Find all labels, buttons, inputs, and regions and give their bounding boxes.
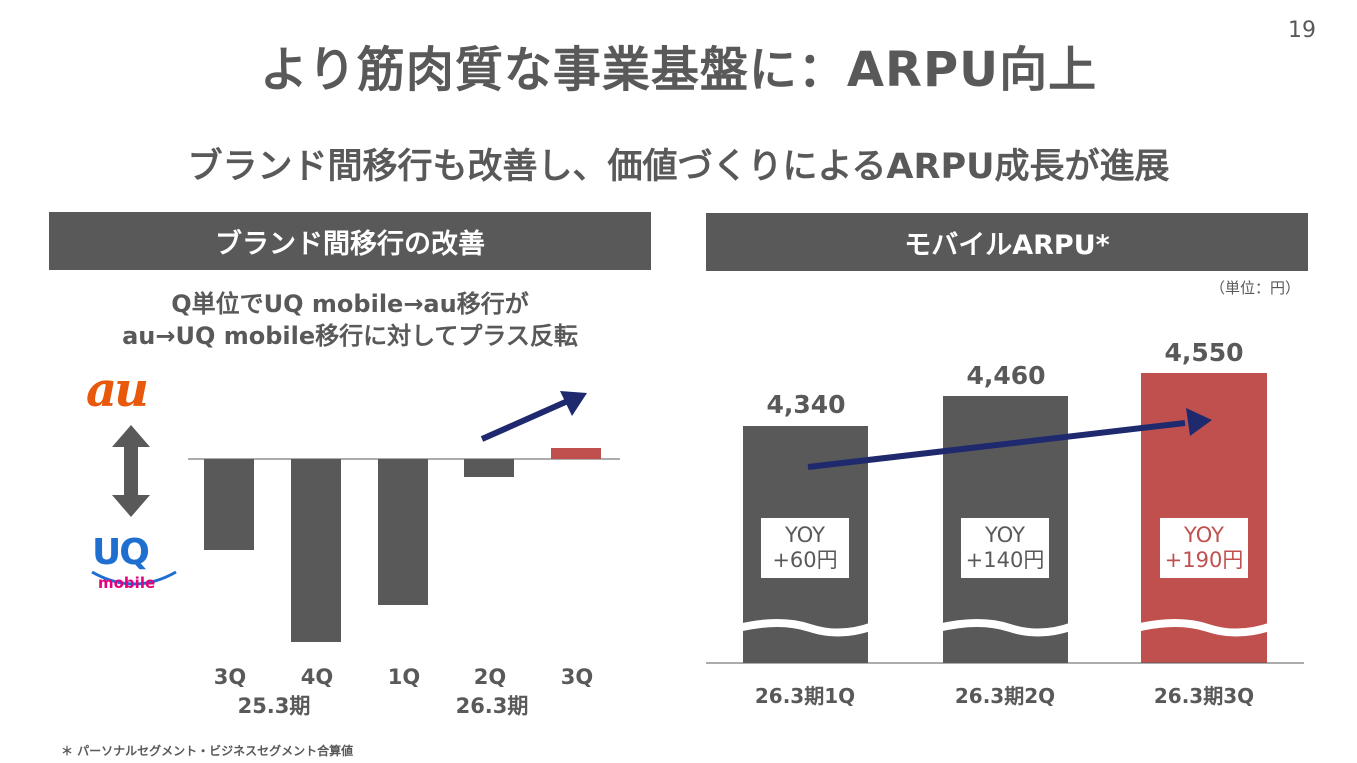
yoy-value-2q: +140円 [965,548,1045,572]
yoy-box-3q: YOY +190円 [1160,518,1248,578]
arpu-value-1q: 4,340 [766,390,846,419]
double-arrow-icon [112,425,150,517]
yoy-box-1q: YOY +60円 [761,518,849,578]
slide-title: より筋肉質な事業基盤に：ARPU向上 [259,42,1098,98]
x-label-4q-25: 4Q [300,665,334,689]
left-panel-header: ブランド間移行の改善 [49,212,651,270]
yoy-box-2q: YOY +140円 [961,518,1049,578]
x-label-3q-25: 3Q [213,665,247,689]
x-label-1q-26: 1Q [387,665,421,689]
bar-1q-26 [378,459,428,605]
axis-break-3 [1135,619,1274,637]
bar-3q-25 [204,459,254,550]
arpu-trend-arrow-head [1186,408,1212,436]
period-label-25: 25.3期 [237,694,311,718]
arpu-trend-line [807,420,1186,470]
yoy-value-3q: +190円 [1164,548,1244,572]
bar-4q-25 [291,459,341,642]
brand-migration-chart [188,391,620,642]
footnote: ＊ パーソナルセグメント・ビジネスセグメント合算値 [61,744,354,758]
yoy-label-1q: YOY [785,523,825,547]
yoy-label-3q: YOY [1184,523,1224,547]
arpu-x-label-2q: 26.3期2Q [954,684,1056,708]
uq-mobile-logo-text: mobile [98,574,156,592]
left-desc-line2: au→UQ mobile移行に対してプラス反転 [122,322,578,350]
arpu-value-2q: 4,460 [966,361,1046,390]
bar-2q-26 [464,459,514,477]
arpu-value-3q: 4,550 [1164,338,1244,367]
left-panel-header-text: ブランド間移行の改善 [215,228,485,260]
axis-break-1 [737,619,875,637]
uq-swoosh-icon [91,570,177,586]
x-label-3q-26: 3Q [560,665,594,689]
arpu-x-label-1q: 26.3期1Q [754,684,856,708]
page-number: 19 [1288,18,1316,43]
au-logo: au [86,362,149,418]
axis-break-2 [937,619,1075,637]
right-panel-header: モバイルARPU* [706,213,1308,271]
unit-label: （単位：円） [1209,279,1300,297]
right-panel-header-text: モバイルARPU* [904,229,1110,261]
slide-subtitle: ブランド間移行も改善し、価値づくりによるARPU成長が進展 [187,147,1170,187]
trend-arrow-head [560,391,587,416]
trend-arrow-line [480,397,572,442]
x-label-2q-26: 2Q [473,665,507,689]
left-desc-line1: Q単位でUQ mobile→au移行が [171,290,529,318]
bar-3q-26 [551,448,601,459]
uq-logo: UQ [92,532,150,573]
yoy-value-1q: +60円 [772,548,838,572]
arpu-x-label-3q: 26.3期3Q [1153,684,1255,708]
period-label-26: 26.3期 [455,694,529,718]
yoy-label-2q: YOY [985,523,1025,547]
